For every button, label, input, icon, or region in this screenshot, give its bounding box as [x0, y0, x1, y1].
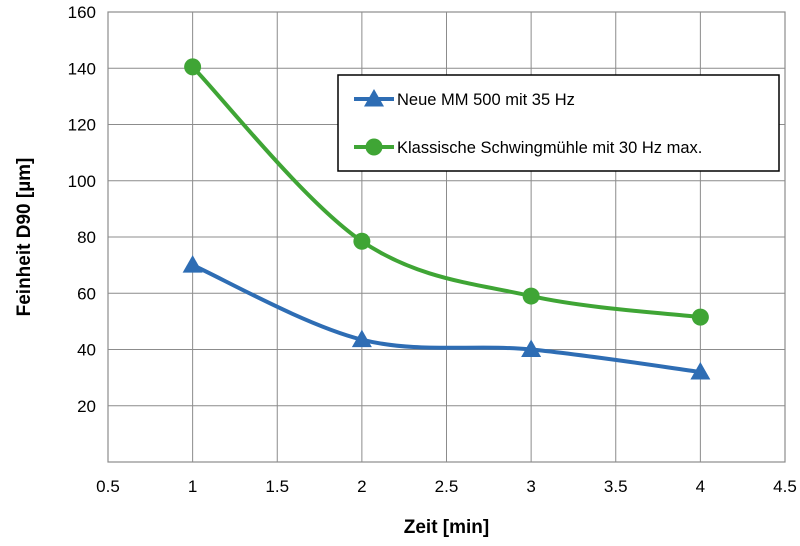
plot-frame: [107, 11, 786, 463]
circle-marker: [184, 58, 202, 76]
x-tick-label: 4.5: [773, 477, 797, 496]
x-tick-label: 0.5: [96, 477, 120, 496]
series-layer: [182, 58, 711, 380]
y-tick-label: 140: [68, 59, 96, 78]
triangle-marker: [182, 255, 203, 273]
y-axis-ticks: 20 40 60 80 100 120 140 160: [68, 3, 96, 416]
y-tick-label: 80: [77, 228, 96, 247]
y-tick-label: 20: [77, 397, 96, 416]
x-axis-title: Zeit [min]: [404, 517, 490, 538]
x-tick-label: 1.5: [265, 477, 289, 496]
triangle-marker: [521, 339, 542, 357]
y-tick-label: 120: [68, 116, 96, 135]
circle-marker: [522, 287, 540, 305]
legend-label: Klassische Schwingmühle mit 30 Hz max.: [397, 139, 702, 157]
legend-box: [337, 74, 780, 172]
x-tick-label: 1: [188, 477, 197, 496]
legend-item: Neue MM 500 mit 35 Hz: [354, 89, 575, 109]
legend-items: Neue MM 500 mit 35 Hz Klassische Schwingm…: [354, 89, 702, 157]
legend-label: Neue MM 500 mit 35 Hz: [397, 91, 575, 109]
x-axis-ticks: 0.5 1 1.5 2 2.5 3 3.5 4 4.5: [96, 477, 797, 496]
legend-item: Klassische Schwingmühle mit 30 Hz max.: [354, 138, 702, 157]
y-tick-label: 60: [77, 284, 96, 303]
legend-triangle-marker: [364, 89, 384, 107]
x-tick-label: 3: [526, 477, 535, 496]
y-tick-label: 100: [68, 172, 96, 191]
legend: Neue MM 500 mit 35 Hz Klassische Schwingm…: [337, 74, 780, 172]
circle-marker: [691, 308, 709, 326]
x-tick-label: 2.5: [435, 477, 459, 496]
series-line: [190, 64, 703, 320]
series-1: [184, 58, 709, 326]
y-tick-label: 160: [68, 3, 96, 22]
x-tick-label: 3.5: [604, 477, 628, 496]
x-tick-label: 4: [696, 477, 705, 496]
triangle-marker: [351, 329, 372, 348]
y-tick-label: 40: [77, 341, 96, 360]
x-tick-label: 2: [357, 477, 366, 496]
series-line: [190, 263, 703, 374]
legend-circle-marker: [365, 138, 383, 156]
circle-marker: [353, 232, 371, 250]
triangle-marker: [690, 362, 711, 380]
series-0: [182, 255, 711, 380]
y-axis-title: Feinheit D90 [µm]: [14, 158, 35, 317]
